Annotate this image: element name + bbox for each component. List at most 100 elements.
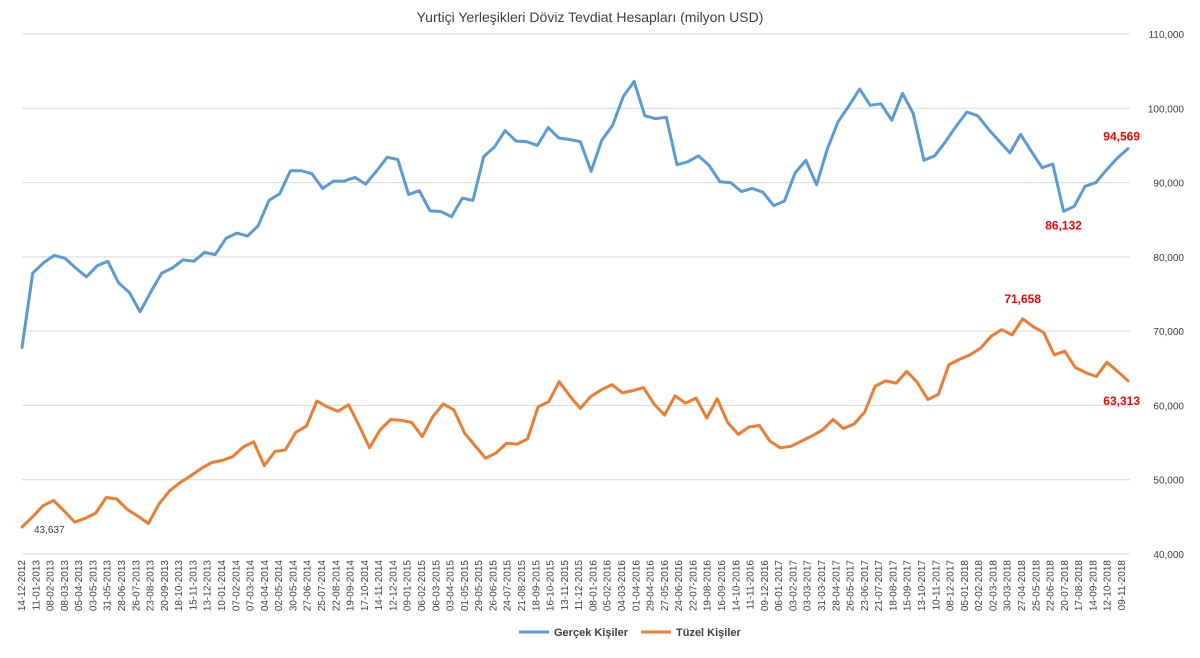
x-tick-label: 06-03-2015 <box>431 560 442 612</box>
data-label: 86,132 <box>1045 218 1082 232</box>
x-tick-label: 07-03-2014 <box>246 560 257 612</box>
data-label: 94,569 <box>1103 130 1140 144</box>
x-tick-label: 06-02-2015 <box>417 560 428 612</box>
series-line-tuzel-kisiler <box>20 317 1130 529</box>
series-line-gercek-kisiler <box>20 80 1130 349</box>
data-label: 43,637 <box>34 525 65 536</box>
x-tick-label: 13-10-2017 <box>917 560 928 612</box>
x-tick-label: 02-05-2014 <box>274 560 285 612</box>
x-tick-label: 22-08-2014 <box>331 560 342 612</box>
x-tick-label: 21-07-2017 <box>874 560 885 612</box>
x-tick-label: 09-11-2018 <box>1117 560 1128 611</box>
x-tick-label: 05-02-2016 <box>603 560 614 612</box>
legend-label: Gerçek Kişiler <box>554 627 629 639</box>
x-tick-label: 25-07-2014 <box>317 560 328 612</box>
x-tick-label: 25-05-2018 <box>1031 560 1042 612</box>
x-tick-label: 13-11-2015 <box>560 560 571 611</box>
x-tick-label: 02-02-2018 <box>974 560 985 612</box>
x-tick-label: 12-10-2018 <box>1103 560 1114 612</box>
x-tick-label: 15-09-2017 <box>903 560 914 612</box>
x-tick-label: 17-10-2014 <box>360 560 371 612</box>
x-tick-label: 06-01-2017 <box>774 560 785 612</box>
x-axis: 14-12-2012 11-01-2013 08-02-2013 08-03-2013… <box>17 553 1130 612</box>
x-tick-label: 08-01-2016 <box>588 560 599 612</box>
data-label: 71,658 <box>1004 292 1041 306</box>
x-tick-label: 14-11-2014 <box>374 560 385 611</box>
y-tick-label: 70,000 <box>1153 327 1184 338</box>
x-tick-label: 12-12-2014 <box>388 560 399 612</box>
x-tick-label: 30-03-2018 <box>1003 560 1014 612</box>
y-tick-label: 50,000 <box>1153 476 1184 487</box>
x-tick-label: 04-04-2014 <box>260 560 271 612</box>
x-tick-label: 24-07-2015 <box>503 560 514 612</box>
x-tick-label: 26-06-2015 <box>488 560 499 612</box>
x-tick-label: 14-09-2018 <box>1088 560 1099 612</box>
x-tick-label: 01-05-2015 <box>460 560 471 612</box>
data-annotations: 94,569 86,132 71,658 63,313 43,637 <box>34 130 1140 536</box>
x-tick-label: 08-12-2017 <box>946 560 957 612</box>
y-tick-label: 40,000 <box>1153 550 1184 561</box>
y-axis-ticks: 40,000 50,000 60,000 70,000 80,000 90,000 100,… <box>1148 30 1185 561</box>
x-tick-label: 26-05-2017 <box>846 560 857 612</box>
x-tick-label: 03-05-2013 <box>88 560 99 612</box>
x-tick-label: 19-08-2016 <box>703 560 714 612</box>
x-tick-label: 04-03-2016 <box>617 560 628 612</box>
x-tick-label: 05-01-2018 <box>960 560 971 612</box>
x-tick-label: 16-10-2015 <box>546 560 557 612</box>
x-tick-label: 19-09-2014 <box>346 560 357 612</box>
x-tick-label: 30-05-2014 <box>288 560 299 612</box>
x-tick-label: 09-01-2015 <box>403 560 414 612</box>
x-tick-label: 16-09-2016 <box>717 560 728 612</box>
y-tick-label: 90,000 <box>1153 179 1184 190</box>
x-tick-label: 14-12-2012 <box>17 560 28 612</box>
x-tick-label: 31-03-2017 <box>817 560 828 612</box>
x-tick-label: 28-06-2013 <box>117 560 128 612</box>
x-tick-label: 10-01-2014 <box>217 560 228 612</box>
x-tick-label: 26-07-2013 <box>131 560 142 612</box>
x-tick-label: 03-04-2015 <box>446 560 457 612</box>
x-tick-label: 01-04-2016 <box>631 560 642 612</box>
x-tick-label: 13-12-2013 <box>203 560 214 612</box>
x-tick-label: 11-12-2015 <box>574 560 585 611</box>
x-tick-label: 11-01-2013 <box>31 560 42 611</box>
x-tick-label: 15-11-2013 <box>188 560 199 611</box>
x-tick-label: 17-08-2018 <box>1074 560 1085 612</box>
x-tick-label: 18-08-2017 <box>888 560 899 612</box>
x-tick-label: 03-03-2017 <box>803 560 814 612</box>
x-tick-label: 20-09-2013 <box>160 560 171 612</box>
x-tick-label: 27-06-2014 <box>303 560 314 612</box>
x-tick-label: 23-06-2017 <box>860 560 871 612</box>
x-tick-label: 22-06-2018 <box>1046 560 1057 612</box>
x-tick-label: 09-12-2016 <box>760 560 771 612</box>
x-tick-label: 18-10-2013 <box>174 560 185 612</box>
x-tick-label: 22-07-2016 <box>688 560 699 612</box>
x-tick-label: 31-05-2013 <box>103 560 114 612</box>
y-tick-label: 60,000 <box>1153 401 1184 412</box>
y-tick-label: 100,000 <box>1148 104 1185 115</box>
x-tick-label: 11-11-2016 <box>746 560 757 610</box>
x-tick-label: 03-02-2017 <box>788 560 799 612</box>
x-tick-label: 27-05-2016 <box>660 560 671 612</box>
y-tick-label: 80,000 <box>1153 253 1184 264</box>
x-tick-label: 08-02-2013 <box>46 560 57 612</box>
legend: Gerçek Kişiler Tüzel Kişiler <box>519 627 742 639</box>
x-tick-label: 02-03-2018 <box>988 560 999 612</box>
legend-label: Tüzel Kişiler <box>676 627 742 639</box>
x-tick-label: 05-04-2013 <box>74 560 85 612</box>
x-tick-label: 24-06-2016 <box>674 560 685 612</box>
x-tick-label: 08-03-2013 <box>60 560 71 612</box>
data-label: 63,313 <box>1103 394 1140 408</box>
x-tick-label: 23-08-2013 <box>146 560 157 612</box>
x-tick-label: 14-10-2016 <box>731 560 742 612</box>
x-tick-label: 28-04-2017 <box>831 560 842 612</box>
x-tick-label: 21-08-2015 <box>517 560 528 612</box>
x-tick-label: 07-02-2014 <box>231 560 242 612</box>
x-tick-label: 29-04-2016 <box>646 560 657 612</box>
series-lines <box>20 80 1130 529</box>
chart-title: Yurtiçi Yerleşikleri Döviz Tevdiat Hesap… <box>417 9 764 25</box>
x-tick-label: 29-05-2015 <box>474 560 485 612</box>
x-tick-label: 10-11-2017 <box>931 560 942 611</box>
y-tick-label: 110,000 <box>1149 30 1185 41</box>
